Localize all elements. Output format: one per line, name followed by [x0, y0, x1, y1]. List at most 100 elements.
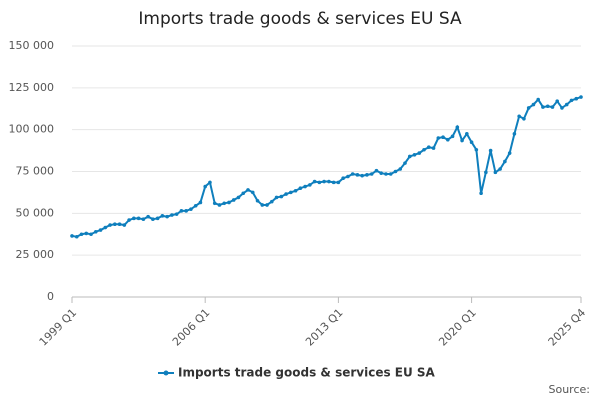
data-point [160, 214, 165, 218]
data-point [174, 212, 179, 216]
data-point [141, 217, 146, 221]
data-point [436, 136, 441, 140]
data-point [327, 179, 331, 184]
data-point [579, 95, 583, 99]
data-point [146, 214, 150, 219]
data-point [388, 172, 393, 176]
data-point [198, 200, 203, 205]
data-point [208, 180, 212, 185]
data-point [507, 151, 512, 155]
data-point [122, 223, 127, 227]
data-point [241, 191, 246, 196]
data-point [103, 225, 108, 230]
data-point [255, 198, 260, 203]
data-point [422, 147, 426, 152]
data-point [279, 194, 284, 199]
data-point [564, 102, 569, 107]
data-point [574, 96, 579, 101]
data-point [398, 167, 403, 171]
data-point [136, 216, 141, 221]
data-point [227, 200, 231, 205]
data-point [441, 135, 445, 139]
data-point [93, 229, 98, 234]
data-point [455, 125, 460, 129]
y-tick-label: 75 000 [16, 165, 55, 178]
data-point [113, 222, 117, 227]
y-tick-label: 25 000 [16, 248, 55, 261]
data-point [488, 148, 493, 153]
data-point [284, 192, 288, 196]
data-point [127, 218, 131, 222]
data-point [503, 159, 507, 164]
data-point [170, 213, 174, 217]
chart-title: Imports trade goods & services EU SA [138, 9, 462, 29]
data-point [189, 207, 193, 211]
data-point [231, 198, 236, 202]
data-point [212, 201, 217, 206]
data-point [289, 190, 293, 195]
data-point [312, 179, 317, 184]
y-tick-label: 0 [47, 290, 54, 303]
data-point [341, 176, 345, 180]
data-point [374, 168, 379, 173]
data-point [450, 134, 455, 139]
data-point [322, 179, 326, 184]
data-point [522, 116, 526, 121]
data-point [346, 174, 350, 179]
data-point [260, 203, 265, 207]
data-point [203, 184, 207, 189]
x-tick-label: 2013 Q1 [303, 306, 346, 349]
data-point [269, 199, 274, 204]
data-point [417, 151, 422, 155]
data-point [498, 167, 502, 171]
data-point [108, 223, 112, 227]
data-point [403, 161, 407, 165]
data-point [426, 145, 431, 150]
data-point [465, 132, 469, 136]
legend-marker [163, 370, 169, 376]
x-tick-label: 2006 Q1 [170, 306, 213, 349]
data-point [446, 137, 450, 142]
data-point [555, 99, 560, 104]
data-point [407, 154, 412, 159]
data-point [246, 188, 250, 192]
data-point [84, 231, 89, 236]
data-point [365, 173, 369, 177]
data-point [179, 209, 184, 213]
data-point [89, 232, 93, 237]
x-tick-label: 1999 Q1 [37, 306, 80, 349]
data-point [217, 203, 222, 207]
data-point [393, 169, 398, 174]
data-point [550, 105, 555, 109]
legend-label: Imports trade goods & services EU SA [178, 366, 436, 380]
data-point [165, 214, 169, 219]
data-point [132, 216, 136, 221]
data-point [70, 234, 74, 238]
data-point [531, 102, 536, 107]
data-point [545, 104, 550, 109]
data-point [369, 172, 374, 176]
source: Source: [549, 383, 591, 396]
data-point [298, 186, 303, 191]
data-point [155, 216, 160, 221]
data-point [308, 183, 312, 187]
data-point [384, 172, 388, 176]
data-point [74, 234, 79, 239]
data-point [493, 170, 498, 175]
data-point [517, 114, 521, 119]
data-point [274, 195, 279, 200]
data-point [360, 173, 364, 178]
data-point [250, 190, 255, 195]
data-point [303, 184, 307, 189]
data-point [236, 195, 241, 200]
data-point [460, 138, 464, 143]
data-point [541, 105, 545, 109]
data-point [98, 228, 103, 232]
data-point [479, 191, 483, 196]
data-point [184, 209, 188, 213]
data-point [151, 217, 155, 221]
data-point [512, 132, 517, 136]
data-point [536, 97, 540, 102]
data-point [484, 170, 488, 175]
